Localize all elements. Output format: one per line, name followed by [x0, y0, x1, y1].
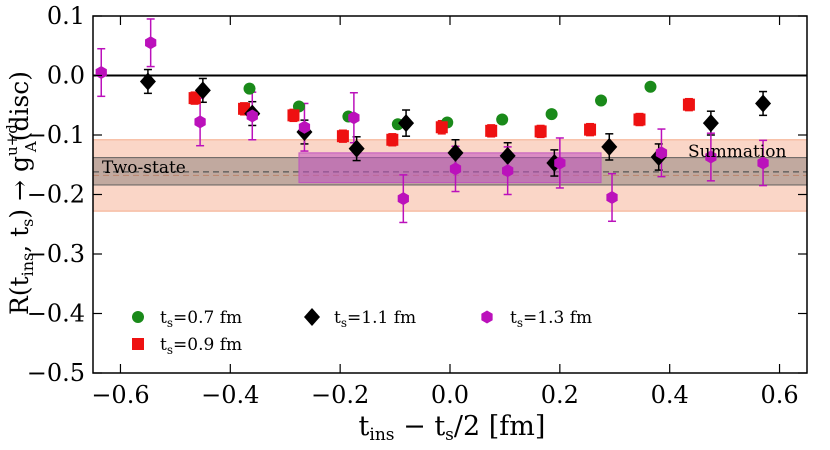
legend-label-ts_0.7: ts=0.7 fm	[160, 308, 242, 330]
point-ts_0.9	[188, 92, 201, 105]
point-ts_1.1	[194, 81, 211, 100]
legend-marker-ts_0.9	[132, 338, 144, 350]
point-ts_1.3	[397, 192, 409, 206]
point-ts_1.3	[502, 164, 514, 178]
y-tick-label: 0.1	[47, 2, 85, 30]
point-ts_1.3	[655, 146, 668, 160]
x-tick-label: 0.4	[651, 381, 689, 409]
legend-label-ts_1.1: ts=1.1 fm	[334, 308, 416, 330]
legend-label-ts_1.3: ts=1.3 fm	[510, 308, 592, 330]
x-tick-label: −0.6	[91, 381, 149, 409]
x-axis-title: tins − ts/2 [fm]	[359, 411, 546, 445]
point-ts_1.1	[601, 137, 618, 156]
legend: ts=0.7 fm ts=1.1 fm ts=1.3 fm ts=0.9 fm	[132, 308, 592, 357]
point-ts_1.3	[145, 36, 157, 50]
markers-layer	[95, 36, 772, 206]
point-ts_1.3	[194, 115, 206, 129]
point-ts_1.1	[499, 146, 516, 165]
band-label-summation: Summation	[688, 142, 786, 162]
x-tick-label: −0.4	[201, 381, 259, 409]
legend-entry-ts_1.3: ts=1.3 fm	[481, 308, 592, 330]
y-tick-label: −0.1	[27, 121, 85, 149]
point-ts_1.1	[447, 143, 464, 162]
point-ts_1.3	[298, 120, 311, 134]
point-ts_0.7	[644, 80, 657, 93]
point-ts_0.9	[386, 133, 399, 146]
point-ts_0.7	[243, 82, 256, 95]
point-ts_0.7	[545, 108, 558, 121]
point-ts_1.3	[246, 109, 258, 123]
point-ts_0.9	[633, 113, 646, 126]
point-ts_0.9	[584, 123, 597, 136]
point-ts_0.7	[595, 94, 608, 107]
point-ts_0.9	[287, 109, 300, 122]
x-tick-label: 0.6	[760, 381, 798, 409]
band-label-two-state: Two-state	[102, 158, 186, 178]
point-ts_1.1	[702, 114, 719, 133]
point-ts_0.9	[682, 98, 695, 111]
legend-marker-ts_0.7	[132, 311, 144, 323]
legend-entry-ts_0.7: ts=0.7 fm	[132, 308, 242, 330]
point-ts_0.9	[534, 125, 547, 138]
point-ts_1.1	[398, 114, 415, 133]
point-ts_0.7	[496, 113, 509, 126]
point-ts_1.3	[449, 162, 462, 176]
point-ts_1.3	[95, 66, 107, 80]
point-ts_1.3	[757, 156, 769, 170]
point-ts_0.9	[336, 130, 349, 143]
point-ts_0.9	[435, 121, 448, 134]
legend-label-ts_0.9: ts=0.9 fm	[160, 335, 242, 357]
point-ts_1.3	[348, 111, 360, 125]
point-ts_1.1	[139, 72, 156, 91]
legend-marker-ts_1.1	[304, 308, 320, 326]
x-tick-label: 0.2	[541, 381, 579, 409]
y-tick-label: 0.0	[47, 62, 85, 90]
point-ts_1.1	[348, 139, 365, 158]
point-ts_1.1	[755, 94, 772, 113]
legend-entry-ts_1.1: ts=1.1 fm	[304, 308, 416, 330]
y-tick-label: −0.2	[27, 181, 85, 209]
point-ts_1.3	[705, 150, 717, 164]
band-labels: Two-state Summation	[102, 142, 786, 178]
point-ts_1.3	[606, 190, 618, 204]
ticks-layer: −0.6 −0.4 −0.2 0.0 0.2 0.4 0.6 0.1 0.0 −0.1 −0.2 −0…	[27, 2, 807, 409]
point-ts_0.9	[485, 124, 498, 137]
y-tick-label: −0.4	[27, 300, 85, 328]
x-tick-label: 0.0	[431, 381, 469, 409]
x-tick-label: −0.2	[311, 381, 369, 409]
y-axis-title: R(tins, ts) → gu+dA(disc)	[3, 71, 40, 315]
legend-marker-ts_1.3	[481, 310, 493, 324]
y-tick-label: −0.5	[27, 359, 85, 387]
legend-entry-ts_0.9: ts=0.9 fm	[132, 335, 242, 357]
y-tick-label: −0.3	[27, 240, 85, 268]
point-ts_1.3	[554, 156, 566, 170]
